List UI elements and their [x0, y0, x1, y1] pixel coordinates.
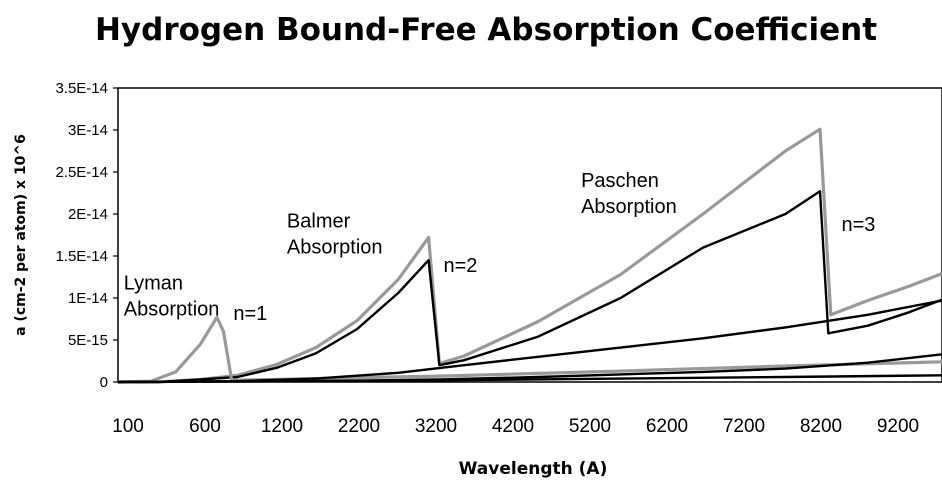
plot-area	[117, 87, 942, 383]
y-axis-label: a (cm-2 per atom) x 10^6	[13, 134, 29, 336]
x-tick-label: 9200	[877, 416, 919, 437]
annotation-line: Absorption	[581, 196, 677, 218]
x-axis: 100 600 1200 2200 3200 4200 5200 6200 7200 8200 92…	[112, 416, 919, 437]
annotation-line: Balmer	[287, 210, 351, 232]
y-tick-label: 1E-14	[68, 290, 108, 307]
annotation-line: Lyman	[124, 273, 183, 295]
x-tick-label: 8200	[800, 416, 842, 437]
annotation-label: Lyman Absorption	[124, 273, 220, 321]
y-tick-label: 2.5E-14	[55, 164, 108, 181]
series-layer	[117, 127, 942, 384]
x-tick-label: 4200	[492, 416, 534, 437]
x-tick-label: 3200	[415, 416, 457, 437]
series-line	[118, 127, 942, 384]
y-axis: 0 5E-15 1E-14 1.5E-14 2E-14 2.5E-14 3E-14 3.5E-…	[55, 80, 118, 391]
y-tick-label: 1.5E-14	[55, 248, 108, 265]
series-line	[117, 299, 942, 384]
x-tick-label: 6200	[646, 416, 688, 437]
annotation-line: n=3	[841, 214, 875, 236]
annotation-layer: Lyman Absorption n=1 Balmer Absorption n=2 Pas…	[124, 170, 876, 325]
chart-title: Hydrogen Bound-Free Absorption Coefficie…	[95, 12, 877, 48]
y-tick-label: 0	[100, 374, 108, 391]
annotation-line: n=1	[233, 303, 267, 325]
annotation-label: n=1	[233, 303, 267, 325]
series-line	[117, 315, 942, 384]
x-tick-label: 7200	[723, 416, 765, 437]
annotation-label: n=2	[443, 255, 477, 277]
y-tick-label: 5E-15	[68, 332, 108, 349]
annotation-line: Paschen	[581, 170, 659, 192]
y-tick-label: 3.5E-14	[55, 80, 108, 97]
annotation-line: Absorption	[287, 236, 383, 258]
y-tick-label: 3E-14	[68, 122, 108, 139]
annotation-line: n=2	[443, 255, 477, 277]
x-tick-label: 1200	[261, 416, 303, 437]
x-tick-label: 5200	[569, 416, 611, 437]
annotation-label: n=3	[841, 214, 875, 236]
x-tick-label: 2200	[338, 416, 380, 437]
annotation-label: Paschen Absorption	[581, 170, 677, 218]
x-axis-label: Wavelength (A)	[459, 459, 608, 479]
annotation-line: Absorption	[124, 299, 220, 321]
y-tick-label: 2E-14	[68, 206, 108, 223]
series-line	[117, 374, 942, 384]
series-line	[118, 190, 942, 384]
annotation-label: Balmer Absorption	[287, 210, 383, 258]
x-tick-label: 100	[112, 416, 144, 437]
x-tick-label: 600	[189, 416, 221, 437]
